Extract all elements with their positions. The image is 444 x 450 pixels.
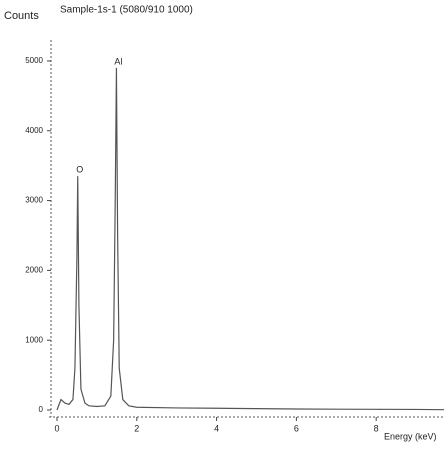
y-tick-label: 5000 — [25, 56, 43, 65]
spectrum-line — [56, 67, 444, 411]
y-tick-label: 3000 — [25, 196, 43, 205]
chart-title: Sample-1s-1 (5080/910 1000) — [60, 5, 193, 16]
y-tick-label: 1000 — [25, 335, 43, 344]
peak-label: O — [76, 165, 83, 175]
x-tick-label: 0 — [54, 423, 59, 433]
y-tick-label: 4000 — [25, 126, 43, 135]
x-tick-label: 6 — [294, 423, 299, 433]
x-tick-label: 8 — [374, 423, 379, 433]
y-axis-label: Counts — [4, 10, 39, 22]
x-tick-label: 2 — [134, 423, 139, 433]
x-tick-label: 4 — [214, 423, 219, 433]
y-tick-label: 2000 — [25, 265, 43, 274]
y-tick-label: 0 — [39, 405, 44, 414]
x-axis-label: Energy (keV) — [384, 431, 437, 441]
peak-label: Al — [114, 56, 122, 66]
